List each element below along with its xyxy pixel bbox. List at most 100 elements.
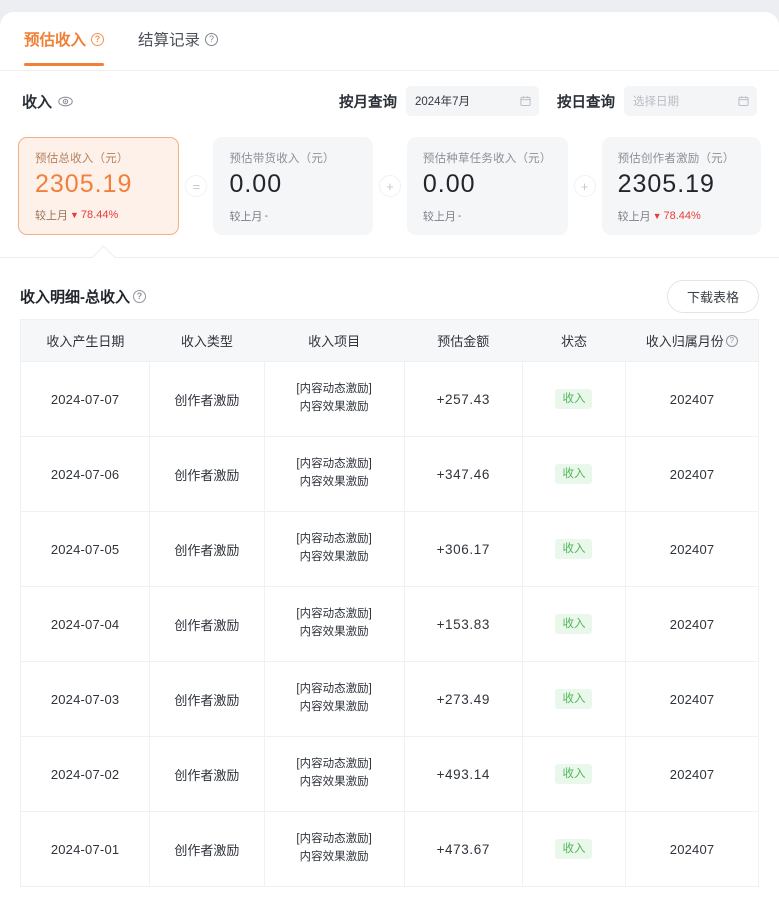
item-tag: [内容动态激励] xyxy=(296,383,372,396)
month-query-input[interactable]: 2024年7月 xyxy=(406,86,539,116)
stat-card-total-income[interactable]: 预估总收入（元） 2305.19 较上月 ▼ 78.44% xyxy=(18,137,180,235)
cell-type: 创作者激励 xyxy=(149,736,265,812)
stat-card-seeding-task-income[interactable]: 预估种草任务收入（元） 0.00 较上月 - xyxy=(406,137,568,235)
stat-card-title: 预估带货收入（元） xyxy=(229,153,335,165)
divider-line xyxy=(0,257,779,258)
stat-card-value: 0.00 xyxy=(229,170,283,198)
arrow-down-icon: ▼ xyxy=(70,209,79,220)
compare-label: 较上月 xyxy=(229,211,263,223)
month-query-value: 2024年7月 xyxy=(415,96,470,108)
item-name: 内容效果激励 xyxy=(299,701,369,713)
cell-type: 创作者激励 xyxy=(149,436,265,512)
table-row[interactable]: 2024-07-07 创作者激励 [内容动态激励] 内容效果激励 +257.43… xyxy=(19,361,759,437)
compare-change: - xyxy=(457,210,462,222)
column-header-amount: 预估金额 xyxy=(404,319,523,362)
cell-status: 收入 xyxy=(522,586,627,662)
cell-amount: +493.14 xyxy=(404,736,523,812)
cell-date: 2024-07-06 xyxy=(19,436,151,512)
question-circle-icon[interactable]: ? xyxy=(133,289,146,303)
detail-header: 收入明细-总收入 ? 下载表格 xyxy=(0,265,779,317)
cell-item: [内容动态激励] 内容效果激励 xyxy=(264,511,405,587)
tab-estimated-income[interactable]: 预估收入 ? xyxy=(24,12,105,66)
download-table-button[interactable]: 下载表格 xyxy=(666,279,759,313)
tab-active-underline xyxy=(24,63,105,66)
plus-icon: + xyxy=(573,175,596,197)
cell-type: 创作者激励 xyxy=(149,361,265,437)
compare-change: 78.44% xyxy=(663,210,701,222)
cell-status: 收入 xyxy=(522,511,627,587)
table-row[interactable]: 2024-07-03 创作者激励 [内容动态激励] 内容效果激励 +273.49… xyxy=(19,661,759,737)
question-circle-icon[interactable]: ? xyxy=(205,32,219,46)
compare-label: 较上月 xyxy=(422,211,456,223)
cell-date: 2024-07-01 xyxy=(19,811,151,887)
day-query-group: 按日查询 选择日期 xyxy=(557,86,757,116)
tab-estimated-income-label: 预估收入 xyxy=(24,32,87,49)
calendar-icon[interactable] xyxy=(520,96,531,107)
month-query-label: 按月查询 xyxy=(339,94,397,111)
item-name: 内容效果激励 xyxy=(299,551,369,563)
cell-amount: +347.46 xyxy=(404,436,523,512)
cell-amount: +473.67 xyxy=(404,811,523,887)
cell-type: 创作者激励 xyxy=(149,661,265,737)
income-detail-table: 收入产生日期 收入类型 收入项目 预估金额 状态 xyxy=(19,319,759,887)
cell-item: [内容动态激励] 内容效果激励 xyxy=(264,361,405,437)
tabs-divider xyxy=(0,70,779,71)
calendar-icon[interactable] xyxy=(738,96,749,107)
connector-plus-1: + xyxy=(373,137,407,235)
table-body: 2024-07-07 创作者激励 [内容动态激励] 内容效果激励 +257.43… xyxy=(19,361,759,887)
column-header-label: 预估金额 xyxy=(437,334,490,349)
stat-card-compare: 较上月 - xyxy=(423,208,462,224)
question-circle-icon[interactable]: ? xyxy=(725,334,738,347)
tab-settlement-records[interactable]: 结算记录 ? xyxy=(138,12,219,50)
stat-cards: 预估总收入（元） 2305.19 较上月 ▼ 78.44% = 预估带货收入（元… xyxy=(0,131,779,235)
cell-type: 创作者激励 xyxy=(149,586,265,662)
stat-card-title: 预估种草任务收入（元） xyxy=(422,153,552,165)
status-badge: 收入 xyxy=(555,763,593,785)
column-header-label: 收入归属月份 xyxy=(645,334,724,349)
stat-card-creator-incentive[interactable]: 预估创作者激励（元） 2305.19 较上月 ▼ 78.44% xyxy=(601,137,762,235)
stat-card-compare: 较上月 - xyxy=(229,208,268,224)
column-header-label: 收入产生日期 xyxy=(46,334,125,349)
table-row[interactable]: 2024-07-01 创作者激励 [内容动态激励] 内容效果激励 +473.67… xyxy=(19,811,759,887)
cell-month: 202407 xyxy=(625,661,759,737)
status-badge: 收入 xyxy=(555,613,593,635)
day-query-input[interactable]: 选择日期 xyxy=(624,86,757,116)
cell-amount: +273.49 xyxy=(404,661,523,737)
cell-type: 创作者激励 xyxy=(149,811,265,887)
item-tag: [内容动态激励] xyxy=(296,533,372,546)
cell-month: 202407 xyxy=(625,436,759,512)
column-header-label: 收入项目 xyxy=(308,334,361,349)
column-header-label: 状态 xyxy=(560,334,587,349)
status-badge: 收入 xyxy=(555,463,593,485)
stat-card-compare: 较上月 ▼ 78.44% xyxy=(618,208,701,224)
cell-amount: +306.17 xyxy=(404,511,523,587)
item-name: 内容效果激励 xyxy=(299,851,369,863)
column-header-item: 收入项目 xyxy=(264,319,405,362)
table-row[interactable]: 2024-07-02 创作者激励 [内容动态激励] 内容效果激励 +493.14… xyxy=(19,736,759,812)
connector-plus-2: + xyxy=(568,137,602,235)
stat-card-title: 预估创作者激励（元） xyxy=(617,153,735,165)
question-circle-icon[interactable]: ? xyxy=(91,32,105,46)
cell-date: 2024-07-04 xyxy=(19,586,151,662)
stat-card-value: 2305.19 xyxy=(35,170,133,198)
column-header-label: 收入类型 xyxy=(180,334,233,349)
cell-item: [内容动态激励] 内容效果激励 xyxy=(264,661,405,737)
cell-status: 收入 xyxy=(522,361,627,437)
status-badge: 收入 xyxy=(555,388,593,410)
table-header-row: 收入产生日期 收入类型 收入项目 预估金额 状态 xyxy=(19,319,759,362)
cell-type: 创作者激励 xyxy=(149,511,265,587)
eye-icon[interactable] xyxy=(58,96,73,107)
stat-card-commerce-income[interactable]: 预估带货收入（元） 0.00 较上月 - xyxy=(213,137,373,235)
item-name: 内容效果激励 xyxy=(299,476,369,488)
cell-month: 202407 xyxy=(625,361,759,437)
plus-icon: + xyxy=(378,175,401,197)
cell-date: 2024-07-02 xyxy=(19,736,151,812)
status-badge: 收入 xyxy=(555,688,593,710)
query-row: 收入 按月查询 2024年7月 xyxy=(0,71,779,131)
table-row[interactable]: 2024-07-04 创作者激励 [内容动态激励] 内容效果激励 +153.83… xyxy=(19,586,759,662)
table-row[interactable]: 2024-07-05 创作者激励 [内容动态激励] 内容效果激励 +306.17… xyxy=(19,511,759,587)
table-row[interactable]: 2024-07-06 创作者激励 [内容动态激励] 内容效果激励 +347.46… xyxy=(19,436,759,512)
cell-status: 收入 xyxy=(522,736,627,812)
compare-change: - xyxy=(264,210,269,222)
